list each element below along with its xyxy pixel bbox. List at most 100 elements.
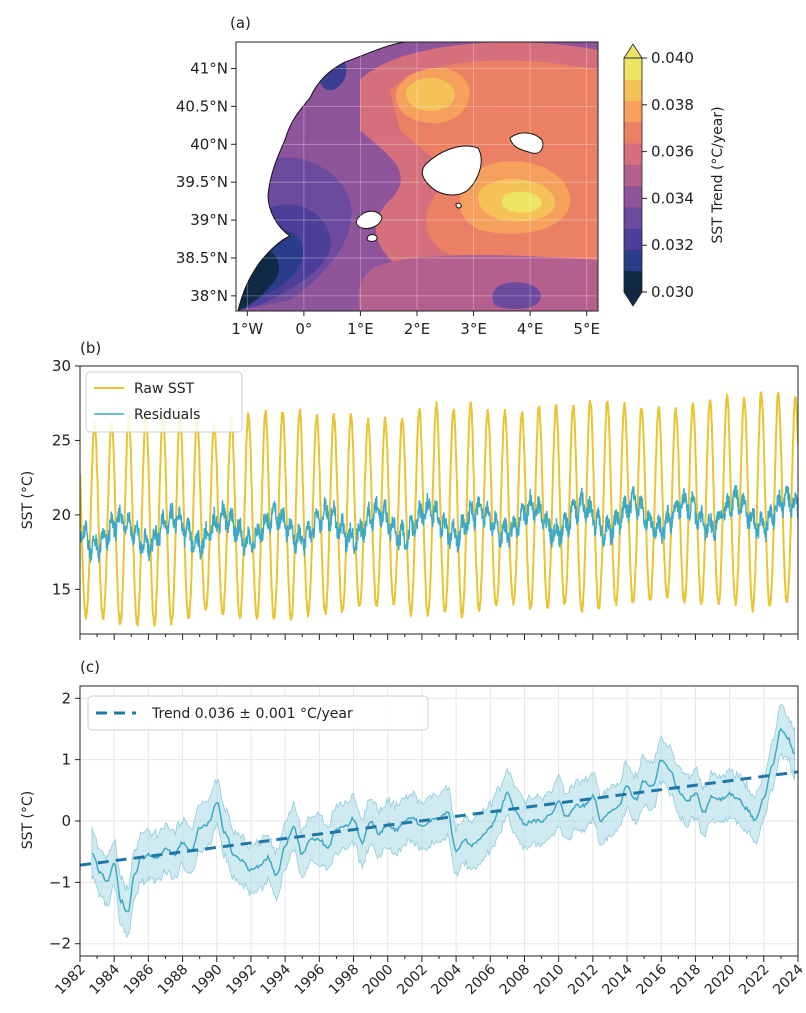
panel-c-xtick-label: 2010 (531, 962, 568, 999)
panel-c-xtick-label: 1994 (257, 961, 294, 998)
map-ticks: 1°W 0° 1°E 2°E 3°E 4°E 5°E 41°N 40.5°N 40°N 39.5°N… (176, 60, 600, 338)
panel-c-xtick-label: 1986 (121, 961, 158, 998)
colorbar-tick-label: 0.040 (651, 49, 694, 67)
panel-c-ytick-label: −2 (49, 935, 71, 953)
panel-c-xtick-label: 2014 (599, 961, 636, 998)
map-tick-label-y: 40.5°N (176, 97, 228, 115)
legend-residuals: Residuals (134, 407, 200, 423)
colorbar-segment (624, 121, 642, 144)
contour-0039-hotspots (405, 78, 556, 222)
panel-c-xtick-label: 2006 (463, 961, 500, 998)
panel-c-xtick-label: 2004 (428, 961, 465, 998)
series-residuals-line (80, 485, 798, 563)
map-tick-label-x: 1°E (347, 320, 374, 338)
panel-c-xtick-label: 2018 (668, 962, 705, 999)
map-tick-label-y: 39.5°N (176, 173, 228, 191)
panel-c-anomaly: (c) −2−101219821984198619881990199219941… (20, 658, 806, 998)
panel-c-label: (c) (80, 658, 100, 676)
map-tick-label-x: 2°E (404, 320, 431, 338)
panel-c-ytick-label: 0 (61, 812, 71, 830)
contour-south-band (358, 255, 598, 311)
panel-c-xtick-label: 2022 (736, 962, 773, 999)
colorbar-segment (624, 206, 642, 229)
panel-c-ylabel: SST (°C) (20, 791, 36, 849)
colorbar-tick-label: 0.032 (651, 236, 694, 254)
map-contours (236, 42, 598, 311)
map-tick-label-x: 3°E (460, 320, 487, 338)
legend-trend: Trend 0.036 ± 0.001 °C/year (151, 706, 353, 722)
panel-c-xtick-label: 1988 (155, 962, 192, 999)
colorbar-extend-min (623, 291, 643, 307)
panel-c-ytick-label: 1 (61, 751, 71, 769)
panel-b-label: (b) (80, 339, 101, 357)
colorbar-segment (624, 249, 642, 272)
colorbar-frame (623, 57, 643, 293)
panel-c-xtick-label: 1992 (223, 962, 260, 999)
colorbar-segment (624, 270, 642, 293)
colorbar-tick-label: 0.034 (651, 189, 694, 207)
series-raw-sst-line (80, 390, 798, 628)
colorbar-segment (624, 228, 642, 250)
colorbar-segment (624, 79, 642, 102)
map-tick-label-x: 5°E (573, 320, 600, 338)
panel-a-map: (a) (176, 14, 726, 338)
panel-c-xtick-label: 2002 (394, 962, 431, 999)
map-tick-label-y: 39°N (190, 211, 228, 229)
colorbar: 0.040 0.038 0.036 0.034 0.032 0.030 (623, 43, 694, 307)
land-ibiza (355, 210, 383, 229)
map-tick-label-y: 38°N (190, 287, 228, 305)
trend-line (80, 770, 798, 867)
panel-c-xtick-label: 1982 (52, 962, 89, 999)
colorbar-segment (624, 100, 642, 123)
panel-b-ytick-label: 15 (52, 580, 71, 598)
map-tick-label-x: 4°E (517, 320, 544, 338)
map-gridlines (236, 42, 598, 311)
land-mallorca (421, 145, 482, 196)
map-tick-label-x: 1°W (231, 320, 263, 338)
colorbar-segment (624, 164, 642, 187)
anomaly-uncertainty-band (91, 703, 795, 939)
legend-box-c (87, 695, 429, 731)
panel-b-raw-sst: (b) 15 20 25 30 SST (°C) Raw SST Residuals (20, 339, 799, 640)
colorbar-tick-label: 0.038 (651, 96, 694, 114)
panel-b-ytick-label: 25 (52, 431, 71, 449)
panel-c-xtick-label: 2020 (702, 962, 739, 999)
panel-c-legend: Trend 0.036 ± 0.001 °C/year (87, 695, 429, 731)
colorbar-tick-label: 0.036 (651, 143, 694, 161)
map-tick-label-x: 0° (295, 320, 312, 338)
colorbar-segment (624, 58, 642, 80)
panel-a-label: (a) (230, 14, 251, 32)
panel-c-xtick-label: 1998 (326, 962, 363, 999)
panel-c-xtick-label: 1990 (189, 962, 226, 999)
panel-b-ytick-label: 30 (52, 357, 71, 375)
contour-south-purple (492, 282, 541, 310)
map-tick-label-y: 41°N (190, 60, 228, 78)
legend-raw-sst: Raw SST (134, 381, 195, 397)
panel-c-xtick-label: 1984 (87, 961, 124, 998)
colorbar-tick-label: 0.030 (651, 283, 694, 301)
map-tick-label-y: 38.5°N (176, 249, 228, 267)
panel-b-ytick-label: 20 (52, 506, 71, 524)
colorbar-segment (624, 143, 642, 165)
panel-c-xtick-label: 2000 (360, 962, 397, 999)
panel-c-ytick-label: −1 (49, 873, 71, 891)
colorbar-segment (624, 185, 642, 208)
panel-c-xtick-label: 1996 (292, 961, 329, 998)
colorbar-label: SST Trend (°C/year) (710, 106, 726, 243)
land-iberia (236, 42, 406, 311)
land-menorca (509, 132, 544, 154)
panel-c-xtick-label: 2008 (497, 962, 534, 999)
map-tick-label-y: 40°N (190, 135, 228, 153)
panel-c-ytick-label: 2 (61, 689, 71, 707)
panel-b-ylabel: SST (°C) (20, 471, 36, 529)
panel-c-xtick-label: 2012 (565, 962, 602, 999)
panel-b-ticks: 15 20 25 30 (52, 357, 799, 640)
panel-b-legend: Raw SST Residuals (85, 371, 243, 433)
colorbar-extend-max (623, 43, 643, 59)
legend-box (85, 371, 243, 433)
land-cabrera (455, 202, 462, 209)
land-formentera (366, 234, 378, 242)
panel-c-xtick-label: 2024 (770, 961, 806, 998)
panel-c-xtick-label: 2016 (634, 961, 671, 998)
